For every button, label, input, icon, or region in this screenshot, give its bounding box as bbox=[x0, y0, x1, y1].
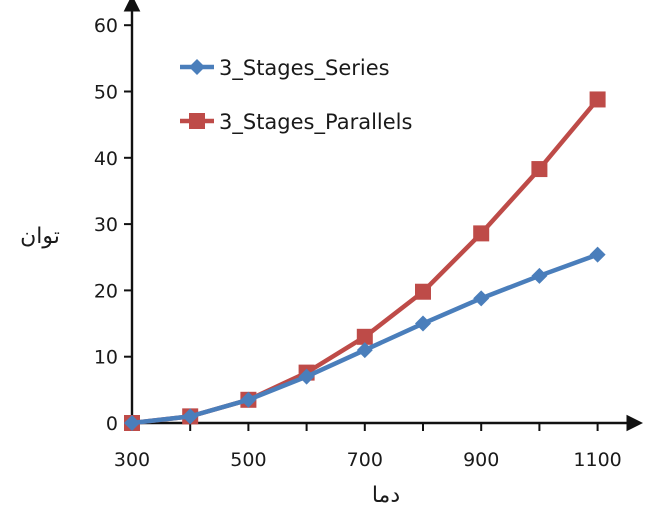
y-tick-label: 40 bbox=[94, 148, 118, 170]
x-tick-label: 300 bbox=[114, 449, 150, 471]
data-point-diamond bbox=[182, 408, 199, 425]
data-point-square bbox=[473, 225, 490, 242]
legend-entry: 3_Stages_Parallels bbox=[180, 110, 412, 135]
x-tick-label: 700 bbox=[347, 449, 383, 471]
x-tick-label: 1100 bbox=[573, 449, 621, 471]
data-point-diamond bbox=[189, 59, 205, 75]
series-line bbox=[131, 98, 600, 426]
data-point-square bbox=[356, 328, 373, 345]
y-tick-label: 30 bbox=[94, 214, 118, 236]
x-axis-title: دما bbox=[372, 483, 400, 508]
series-series bbox=[124, 246, 606, 431]
data-point-diamond bbox=[415, 315, 431, 332]
data-point-diamond bbox=[124, 415, 140, 431]
x-tick-label: 900 bbox=[463, 449, 499, 471]
legend-entry: 3_Stages_Series bbox=[180, 56, 390, 81]
y-tick-label: 20 bbox=[94, 280, 118, 302]
series-lines bbox=[124, 91, 606, 431]
data-point-diamond bbox=[298, 368, 315, 385]
axes bbox=[123, 0, 644, 432]
legend-label: 3_Stages_Series bbox=[219, 56, 390, 81]
data-point-diamond bbox=[589, 246, 606, 263]
data-point-square bbox=[589, 91, 606, 108]
legend-label: 3_Stages_Parallels bbox=[219, 110, 412, 135]
series-parallels bbox=[124, 91, 606, 431]
data-point-diamond bbox=[240, 391, 257, 408]
y-tick-label: 60 bbox=[94, 15, 118, 37]
axis-ticks: 0 10 20 30 40 50 60 300 500 700 900 1100 bbox=[94, 15, 622, 471]
data-point-diamond bbox=[531, 267, 548, 284]
y-tick-label: 10 bbox=[94, 347, 118, 369]
data-point-square bbox=[531, 161, 548, 178]
data-point-square bbox=[189, 113, 205, 129]
data-point-square bbox=[415, 283, 431, 300]
y-tick-label: 0 bbox=[106, 413, 118, 435]
y-tick-label: 50 bbox=[94, 82, 118, 104]
y-axis-title: توان bbox=[20, 224, 60, 249]
data-point-diamond bbox=[473, 290, 490, 307]
data-point-diamond bbox=[356, 342, 373, 359]
x-tick-label: 500 bbox=[230, 449, 266, 471]
legend: 3_Stages_Series 3_Stages_Parallels bbox=[180, 56, 412, 135]
